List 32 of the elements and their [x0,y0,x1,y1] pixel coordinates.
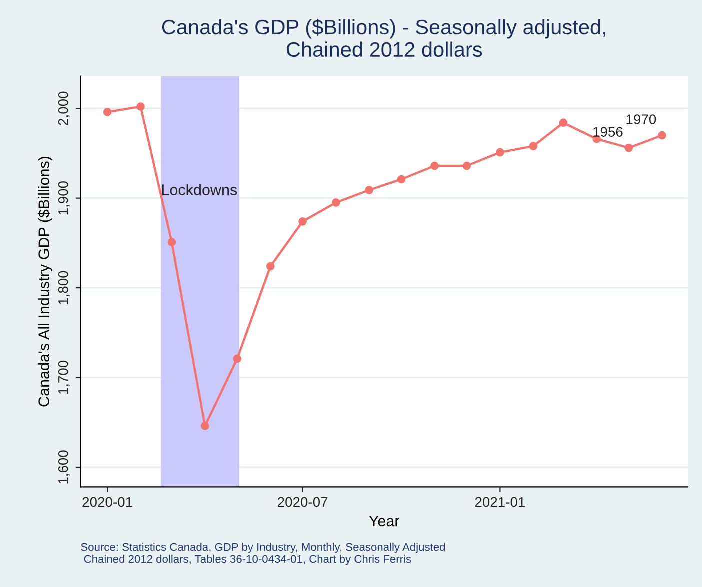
point [266,262,275,271]
y-axis-title: Canada's All Industry GDP ($Billions) [38,156,53,407]
point [233,354,242,364]
y-tick-label: 1,600 [58,450,70,484]
point [397,175,406,184]
chart-title: Canada's GDP ($Billions) - Seasonally adjusted, Chained 2012 dollars [162,19,606,58]
point [624,144,634,152]
point [168,238,176,246]
source-note: Source: Statistics Canada, GDP by Industry, Monthly, Seasonally Adjusted Chained 2012 dollars, Tables 36-10-0434-01, Chart by Chris Ferris [81,542,446,566]
point [103,108,112,116]
point [658,131,666,140]
point [529,142,538,150]
point [201,422,210,430]
point [332,198,340,207]
x-axis-title: Year [369,516,400,527]
x-tick-label: 2021-01 [475,497,526,508]
data-label: 1970 [626,114,656,124]
y-tick-label: 1,700 [58,360,70,394]
point [430,162,439,170]
point [136,102,145,111]
band-label: Lockdowns [162,184,238,196]
data-label: 1956 [594,127,623,138]
x-tick-label: 2020-07 [278,497,328,508]
y-tick-label: 2,000 [58,92,70,126]
x-tick-label: 2020-01 [82,497,132,508]
y-tick-label: 1,900 [58,181,70,215]
point [559,118,568,128]
y-tick-label: 1,800 [58,271,70,304]
point [496,148,504,157]
point [365,186,374,194]
point [298,217,307,226]
point [462,162,472,170]
